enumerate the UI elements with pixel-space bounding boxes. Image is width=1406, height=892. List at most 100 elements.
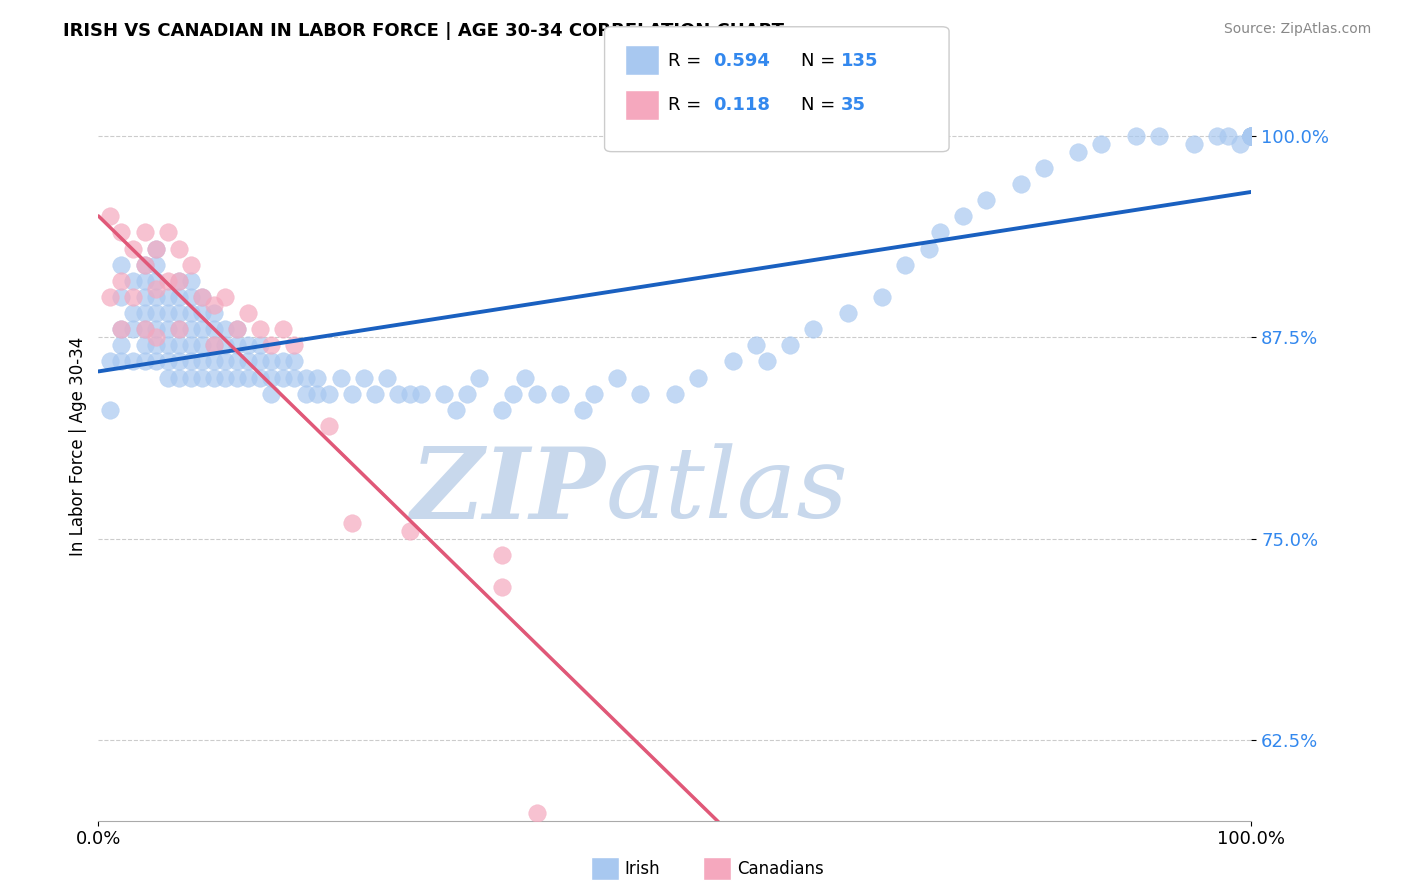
Point bbox=[167, 290, 190, 304]
Point bbox=[110, 226, 132, 240]
Point bbox=[167, 306, 190, 320]
Point bbox=[167, 274, 190, 288]
Point bbox=[249, 370, 271, 384]
Point bbox=[167, 322, 190, 336]
Point bbox=[249, 354, 271, 368]
Point bbox=[1182, 136, 1205, 151]
Point bbox=[180, 274, 202, 288]
Point bbox=[238, 338, 260, 352]
Point bbox=[411, 386, 433, 401]
Point bbox=[145, 330, 167, 344]
Point bbox=[156, 338, 179, 352]
Point bbox=[98, 402, 121, 417]
Point bbox=[202, 370, 225, 384]
Point bbox=[156, 274, 179, 288]
Point bbox=[283, 370, 305, 384]
Point bbox=[744, 338, 766, 352]
Point bbox=[260, 338, 283, 352]
Point bbox=[191, 370, 214, 384]
Point bbox=[110, 322, 132, 336]
Point bbox=[167, 322, 190, 336]
Point bbox=[110, 338, 132, 352]
Point bbox=[340, 386, 363, 401]
Point bbox=[628, 386, 651, 401]
Point bbox=[122, 274, 145, 288]
Point bbox=[156, 290, 179, 304]
Point bbox=[180, 370, 202, 384]
Point bbox=[1010, 177, 1032, 191]
Point bbox=[1218, 128, 1240, 143]
Point bbox=[974, 194, 997, 208]
Point bbox=[271, 370, 294, 384]
Point bbox=[375, 370, 398, 384]
Point bbox=[145, 306, 167, 320]
Point bbox=[1240, 128, 1263, 143]
Point bbox=[398, 386, 420, 401]
Point bbox=[1067, 145, 1090, 159]
Point bbox=[491, 402, 513, 417]
Point bbox=[721, 354, 744, 368]
Point bbox=[180, 290, 202, 304]
Point bbox=[134, 306, 156, 320]
Point bbox=[134, 338, 156, 352]
Point bbox=[214, 370, 236, 384]
Point bbox=[156, 306, 179, 320]
Point bbox=[191, 290, 214, 304]
Point bbox=[444, 402, 467, 417]
Point bbox=[145, 290, 167, 304]
Point bbox=[134, 322, 156, 336]
Text: Canadians: Canadians bbox=[737, 860, 824, 878]
Point bbox=[225, 370, 247, 384]
Point bbox=[686, 370, 709, 384]
Point bbox=[122, 290, 145, 304]
Point bbox=[952, 210, 974, 224]
Point bbox=[364, 386, 387, 401]
Point bbox=[1090, 136, 1112, 151]
Text: R =: R = bbox=[668, 52, 707, 70]
Point bbox=[664, 386, 686, 401]
Point bbox=[548, 386, 571, 401]
Point bbox=[1205, 128, 1227, 143]
Text: 135: 135 bbox=[841, 52, 879, 70]
Point bbox=[779, 338, 801, 352]
Point bbox=[214, 322, 236, 336]
Text: 0.594: 0.594 bbox=[713, 52, 769, 70]
Point bbox=[202, 338, 225, 352]
Point bbox=[1229, 136, 1251, 151]
Point bbox=[872, 290, 894, 304]
Point bbox=[134, 290, 156, 304]
Point bbox=[110, 354, 132, 368]
Point bbox=[122, 354, 145, 368]
Point bbox=[260, 386, 283, 401]
Point bbox=[917, 242, 939, 256]
Point bbox=[329, 370, 352, 384]
Text: R =: R = bbox=[668, 96, 707, 114]
Point bbox=[238, 370, 260, 384]
Point bbox=[571, 402, 593, 417]
Point bbox=[1147, 128, 1170, 143]
Text: 35: 35 bbox=[841, 96, 866, 114]
Point bbox=[145, 322, 167, 336]
Point bbox=[583, 386, 606, 401]
Point bbox=[801, 322, 824, 336]
Point bbox=[110, 258, 132, 272]
Point bbox=[318, 386, 340, 401]
Point bbox=[456, 386, 478, 401]
Text: Source: ZipAtlas.com: Source: ZipAtlas.com bbox=[1223, 22, 1371, 37]
Point bbox=[894, 258, 917, 272]
Point bbox=[98, 210, 121, 224]
Point bbox=[180, 338, 202, 352]
Point bbox=[191, 338, 214, 352]
Point bbox=[468, 370, 491, 384]
Point bbox=[134, 258, 156, 272]
Point bbox=[214, 338, 236, 352]
Point bbox=[110, 322, 132, 336]
Point bbox=[1240, 128, 1263, 143]
Point bbox=[202, 354, 225, 368]
Point bbox=[433, 386, 456, 401]
Point bbox=[191, 354, 214, 368]
Text: atlas: atlas bbox=[606, 443, 848, 539]
Point bbox=[134, 258, 156, 272]
Point bbox=[271, 354, 294, 368]
Point bbox=[156, 322, 179, 336]
